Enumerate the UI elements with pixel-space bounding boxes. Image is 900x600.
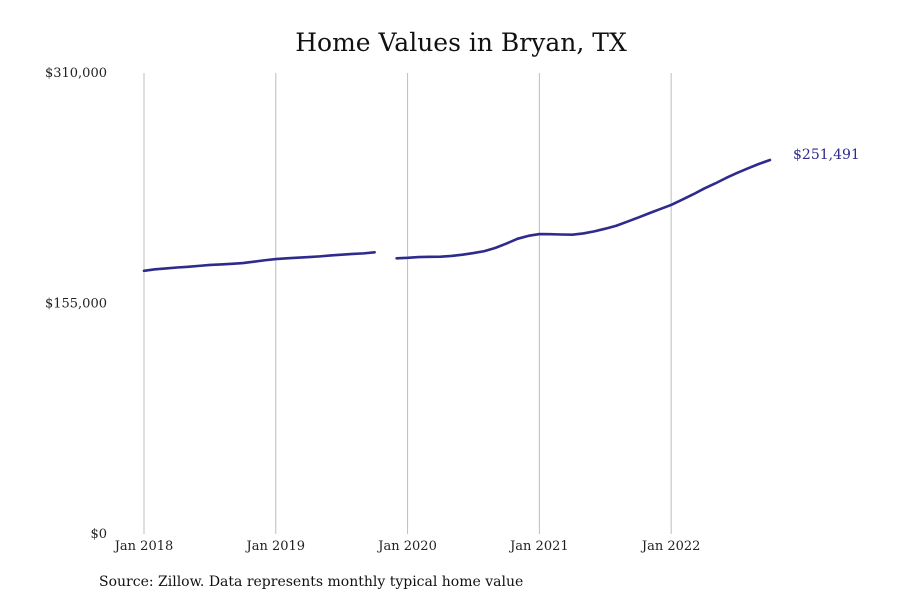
source-note: Source: Zillow. Data represents monthly … xyxy=(99,574,523,590)
chart-title: Home Values in Bryan, TX xyxy=(295,28,627,57)
x-tick-label: Jan 2022 xyxy=(640,539,701,554)
x-tick-label: Jan 2018 xyxy=(113,539,174,554)
y-tick-label: $310,000 xyxy=(45,66,107,81)
x-axis-tick-labels: Jan 2018 Jan 2019 Jan 2020 Jan 2021 Jan 2022 xyxy=(113,539,701,554)
series-line-segment xyxy=(142,251,376,273)
grid-lines xyxy=(143,73,672,534)
x-tick-label: Jan 2020 xyxy=(376,539,437,554)
y-axis-tick-labels: $0 $155,000 $310,000 xyxy=(45,66,107,542)
x-tick-label: Jan 2021 xyxy=(508,539,569,554)
last-value-label: $251,491 xyxy=(793,147,860,163)
y-tick-label: $0 xyxy=(90,527,107,542)
series-line-group xyxy=(142,158,772,273)
y-tick-label: $155,000 xyxy=(45,297,107,312)
series-line-segment xyxy=(395,158,772,260)
x-tick-label: Jan 2019 xyxy=(245,539,306,554)
